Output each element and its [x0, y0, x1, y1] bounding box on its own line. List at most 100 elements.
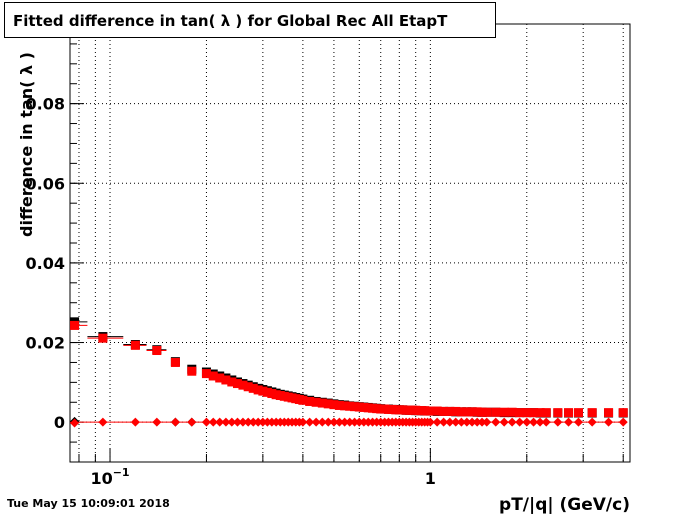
y-tick-label: 0.02	[26, 334, 65, 353]
data-point-diamond	[507, 417, 517, 427]
data-point-square	[187, 366, 197, 376]
data-point-square	[499, 407, 509, 417]
data-point-diamond	[499, 417, 509, 427]
data-point-diamond	[201, 417, 211, 427]
data-point-square	[451, 406, 461, 416]
data-point-diamond	[253, 417, 263, 427]
data-point-diamond	[329, 417, 339, 427]
data-point-square	[573, 408, 583, 418]
data-point-diamond	[445, 417, 455, 427]
data-point-diamond	[462, 417, 472, 427]
data-point-diamond	[170, 417, 180, 427]
data-point-square	[507, 407, 517, 417]
data-point-square	[477, 407, 487, 417]
data-point-square	[221, 375, 231, 385]
data-point-diamond	[238, 417, 248, 427]
data-point-diamond	[208, 417, 218, 427]
data-point-square	[553, 408, 563, 418]
data-point-square	[482, 407, 492, 417]
data-point-square	[152, 346, 162, 356]
y-tick-label: 0	[54, 413, 65, 432]
data-point-diamond	[305, 417, 315, 427]
data-point-square	[472, 407, 482, 417]
timestamp: Tue May 15 10:09:01 2018	[7, 497, 170, 510]
data-point-square	[248, 383, 258, 393]
chart-title-box: Fitted difference in tan( λ ) for Global…	[4, 2, 496, 38]
data-point-diamond	[467, 417, 477, 427]
data-point-diamond	[522, 417, 532, 427]
data-point-diamond	[515, 417, 525, 427]
data-point-diamond	[529, 417, 539, 427]
data-point-diamond	[553, 417, 563, 427]
data-point-square	[232, 379, 242, 389]
data-point-diamond	[187, 417, 197, 427]
data-point-square	[529, 408, 539, 418]
data-layer	[70, 317, 628, 428]
data-point-square	[238, 380, 248, 390]
data-point-square	[130, 340, 140, 350]
data-point-diamond	[618, 417, 628, 427]
data-point-diamond	[248, 417, 258, 427]
data-point-diamond	[258, 417, 268, 427]
data-point-diamond	[482, 417, 492, 427]
data-point-diamond	[350, 417, 360, 427]
data-point-square	[354, 402, 364, 412]
data-point-diamond	[323, 417, 333, 427]
data-point-diamond	[439, 417, 449, 427]
data-point-square	[425, 406, 435, 416]
data-point-square	[305, 396, 315, 406]
data-point-diamond	[243, 417, 253, 427]
data-point-square	[445, 406, 455, 416]
data-point-square	[329, 400, 339, 410]
data-point-square	[170, 357, 180, 367]
data-point-diamond	[535, 417, 545, 427]
data-point-diamond	[587, 417, 597, 427]
chart-title: Fitted difference in tan( λ ) for Global…	[13, 12, 448, 30]
data-point-diamond	[232, 417, 242, 427]
data-point-square	[243, 382, 253, 392]
data-point-square	[311, 397, 321, 407]
data-point-diamond	[98, 417, 108, 427]
data-point-diamond	[432, 417, 442, 427]
data-point-square	[462, 407, 472, 417]
data-point-diamond	[604, 417, 614, 427]
data-point-diamond	[221, 417, 231, 427]
data-point-square	[491, 407, 501, 417]
data-point-square	[618, 408, 628, 418]
data-point-square	[258, 386, 268, 396]
data-point-diamond	[456, 417, 466, 427]
data-point-diamond	[152, 417, 162, 427]
data-point-square	[439, 406, 449, 416]
data-point-square	[345, 401, 355, 411]
x-axis-label: pT/|q| (GeV/c)	[499, 495, 630, 514]
y-tick-label: 0.08	[26, 95, 65, 114]
data-point-diamond	[334, 417, 344, 427]
data-point-diamond	[491, 417, 501, 427]
data-point-square	[432, 406, 442, 416]
data-point-diamond	[472, 417, 482, 427]
data-point-square	[522, 408, 532, 418]
data-point-square	[340, 401, 350, 411]
y-axis-label: difference in tan( λ )	[17, 52, 36, 237]
data-point-diamond	[298, 417, 308, 427]
data-point-square	[98, 333, 108, 343]
data-point-diamond	[354, 417, 364, 427]
data-point-diamond	[451, 417, 461, 427]
data-point-diamond	[317, 417, 327, 427]
data-point-diamond	[541, 417, 551, 427]
plot-frame	[69, 23, 631, 463]
data-point-square	[253, 385, 263, 395]
data-point-square	[535, 408, 545, 418]
data-point-square	[298, 395, 308, 405]
data-point-diamond	[70, 418, 80, 428]
data-point-square	[541, 408, 551, 418]
data-point-square	[456, 407, 466, 417]
data-point-diamond	[573, 417, 583, 427]
data-point-diamond	[215, 417, 225, 427]
data-point-square	[604, 408, 614, 418]
data-point-diamond	[345, 417, 355, 427]
data-point-square	[317, 398, 327, 408]
data-point-diamond	[425, 417, 435, 427]
data-point-square	[350, 402, 360, 412]
